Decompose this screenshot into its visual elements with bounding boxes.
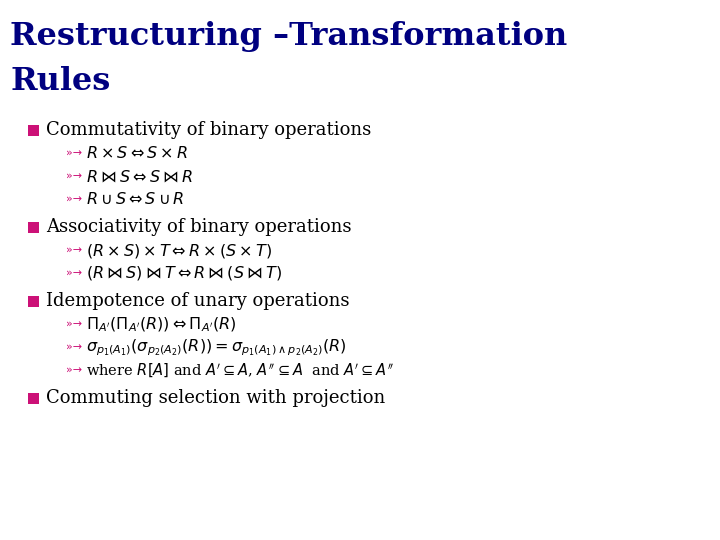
Text: Distributed DBMS: Distributed DBMS — [8, 524, 100, 534]
Text: »→: »→ — [66, 148, 82, 159]
Text: $R \bowtie S \Leftrightarrow S \bowtie R$: $R \bowtie S \Leftrightarrow S \bowtie R… — [86, 168, 193, 185]
Text: »→: »→ — [66, 194, 82, 205]
Text: »→: »→ — [66, 246, 82, 255]
Text: $R \times S \Leftrightarrow S \times R$: $R \times S \Leftrightarrow S \times R$ — [86, 145, 188, 161]
Text: »→: »→ — [66, 320, 82, 329]
Bar — [28, 393, 39, 403]
Text: $R \cup S \Leftrightarrow S \cup R$: $R \cup S \Leftrightarrow S \cup R$ — [86, 192, 184, 207]
Text: © 1998 M. Tamer Özsu & Patrick Valduriez: © 1998 M. Tamer Özsu & Patrick Valduriez — [249, 524, 471, 534]
Bar — [28, 221, 39, 233]
Text: Rules: Rules — [10, 66, 110, 98]
Text: Commutativity of binary operations: Commutativity of binary operations — [46, 121, 372, 139]
Text: Idempotence of unary operations: Idempotence of unary operations — [46, 292, 349, 310]
Text: where $R[A]$ and $A'\subseteq A$, $A''\subseteq A$  and $A'\subseteq A''$: where $R[A]$ and $A'\subseteq A$, $A''\s… — [86, 361, 395, 380]
Text: $(R \bowtie S) \bowtie T \Leftrightarrow R \bowtie (S \bowtie T)$: $(R \bowtie S) \bowtie T \Leftrightarrow… — [86, 265, 282, 282]
Text: Associativity of binary operations: Associativity of binary operations — [46, 218, 351, 236]
Text: $\Pi_{A'}(\Pi_{A'}(R)) \Leftrightarrow \Pi_{A'}(R)$: $\Pi_{A'}(\Pi_{A'}(R)) \Leftrightarrow \… — [86, 315, 237, 334]
Text: »→: »→ — [66, 342, 82, 353]
Text: Restructuring –Transformation: Restructuring –Transformation — [10, 22, 567, 52]
Text: Page 7-9. 24: Page 7-9. 24 — [647, 524, 712, 534]
Text: $(R \times S) \times T \Leftrightarrow R \times (S \times T)$: $(R \times S) \times T \Leftrightarrow R… — [86, 241, 272, 260]
Text: »→: »→ — [66, 366, 82, 375]
Bar — [28, 295, 39, 307]
Text: Commuting selection with projection: Commuting selection with projection — [46, 389, 385, 407]
Bar — [28, 125, 39, 136]
Text: »→: »→ — [66, 268, 82, 279]
Text: $\sigma_{p_1(A_1)}(\sigma_{p_2(A_2)}(R)) = \sigma_{p_1(A_1) \wedge p_2(A_2)}(R)$: $\sigma_{p_1(A_1)}(\sigma_{p_2(A_2)}(R))… — [86, 337, 347, 358]
Text: »→: »→ — [66, 172, 82, 181]
